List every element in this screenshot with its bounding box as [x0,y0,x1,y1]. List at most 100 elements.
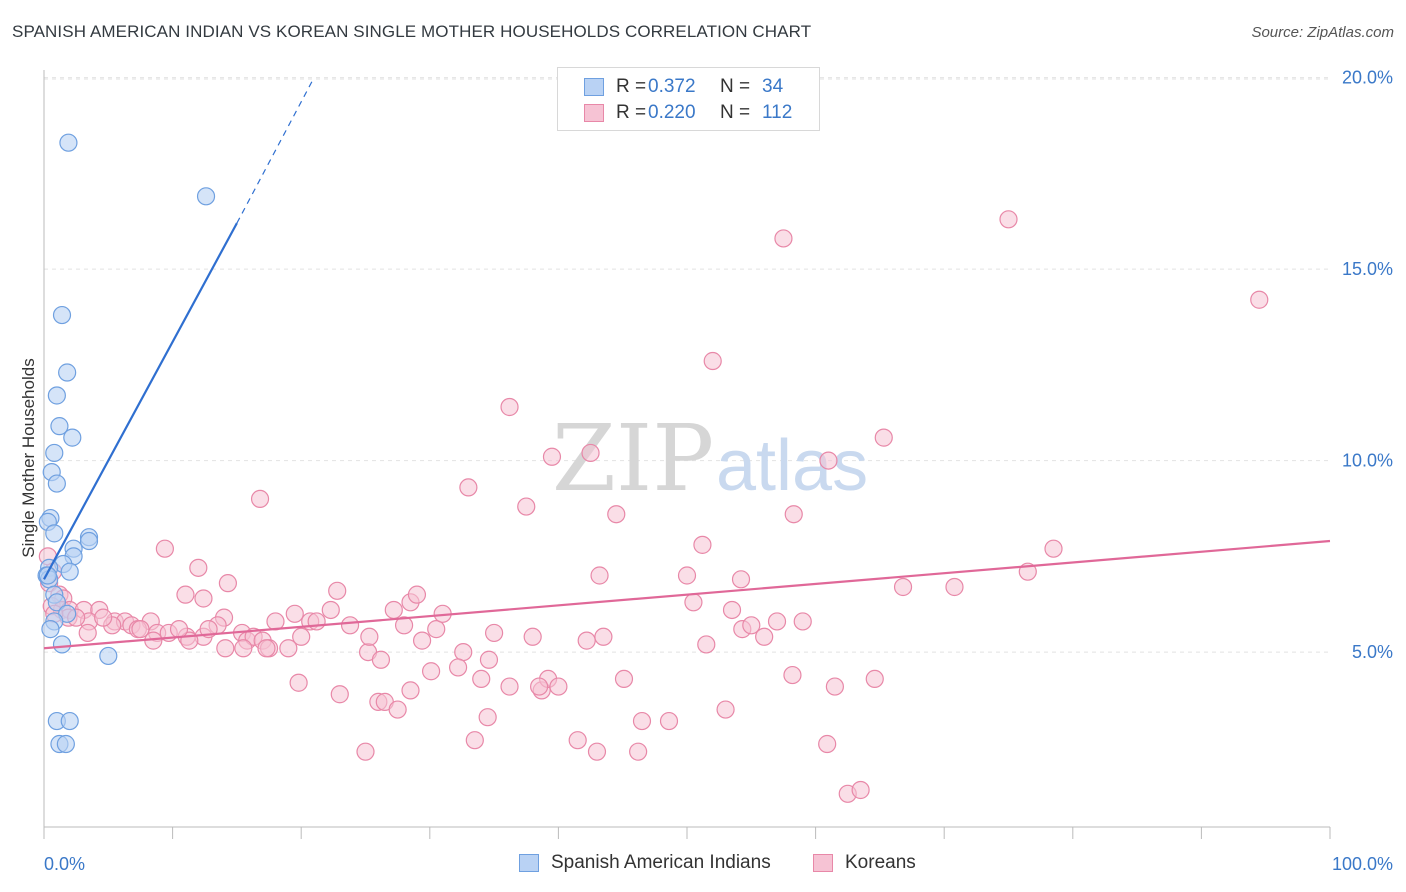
data-point-korean [485,623,504,643]
chart-title: SPANISH AMERICAN INDIAN VS KOREAN SINGLE… [12,22,812,41]
data-point-korean [587,742,607,761]
data-point-korean [412,631,432,650]
data-point-korean [783,665,802,685]
data-point-korean [176,585,195,604]
data-point-korean [659,711,679,731]
data-point-korean [388,700,407,719]
legend-item-koreans: Koreans [813,852,916,874]
data-point-spanish-american-indian [56,734,75,754]
data-point-korean [454,642,473,662]
data-point-spanish-american-indian [60,562,79,581]
data-point-korean [321,600,340,620]
data-point-spanish-american-indian [196,187,216,206]
data-point-korean [169,620,189,639]
legend-n-value: 34 [762,76,784,97]
data-point-spanish-american-indian [45,443,64,463]
legend-n-label: N = [720,102,751,123]
legend-r-label: R = [616,76,647,97]
data-point-korean [784,505,803,524]
data-point-korean [774,229,793,248]
data-point-spanish-american-indian [52,635,72,654]
legend-r-value: 0.220 [648,102,696,123]
data-point-spanish-american-indian [58,363,77,382]
data-point-korean [874,428,893,447]
data-point-korean [590,566,609,585]
data-point-spanish-american-indian [50,417,69,436]
legend-swatch-blue [584,78,604,96]
data-point-korean [459,478,478,497]
data-point-korean [851,780,870,800]
data-point-korean [330,685,349,704]
data-point-korean [767,612,787,631]
legend-swatch-pink [813,854,833,872]
y-tick-label: 10.0% [1342,451,1393,471]
data-point-korean [577,631,596,650]
data-point-korean [234,639,253,658]
data-point-korean [517,497,536,516]
legend-n-label: N = [720,76,751,97]
data-point-korean [594,627,613,646]
data-point-korean [722,600,742,620]
data-point-korean [216,639,235,658]
data-point-spanish-american-indian [45,524,64,543]
data-point-korean [218,574,237,593]
data-point-korean [865,669,884,689]
data-point-spanish-american-indian [41,620,60,639]
trend-line-spanish-american-indians [43,222,238,580]
data-point-korean [472,669,491,689]
data-point-korean [607,505,626,524]
data-point-korean [478,708,497,727]
data-point-korean [250,489,270,508]
watermark: ZIP atlas [552,405,868,512]
legend-row-spanish-american-indians: R = 0.372 N = 34 [584,74,783,100]
data-point-korean [999,210,1018,229]
data-point-korean [629,742,648,761]
grid-lines [44,77,1330,653]
tick-labels: 5.0% 10.0% 15.0% 20.0% 0.0% 100.0% [44,68,1393,874]
data-point-korean [500,677,519,696]
legend-swatch-blue [519,854,539,872]
data-point-korean [289,673,308,692]
data-point-korean [279,639,298,658]
data-point-korean [94,608,113,627]
data-point-korean [549,677,568,696]
data-point-korean [307,612,326,631]
korean-points [38,210,1269,803]
data-point-spanish-american-indian [63,428,82,447]
data-point-korean [356,742,375,761]
data-point-korean [1044,539,1063,558]
trend-lines [43,77,1331,650]
y-tick-label: 5.0% [1352,642,1393,662]
data-point-korean [716,700,735,719]
data-point-korean [189,558,208,577]
data-point-korean [819,451,838,470]
legend-item-spanish-american-indians: Spanish American Indians [519,852,771,874]
data-point-korean [677,566,697,585]
data-point-korean [793,612,812,631]
legend-label-koreans: Koreans [845,852,916,873]
data-point-korean [568,731,587,750]
trend-line-extension [236,77,315,224]
data-point-korean [893,577,913,597]
data-point-korean [731,570,751,589]
legend-row-koreans: R = 0.220 N = 112 [584,100,792,126]
data-point-korean [530,677,549,696]
data-point-korean [384,600,403,620]
data-point-spanish-american-indian [79,531,99,551]
legend-n-value: 112 [762,102,793,123]
data-point-korean [421,662,441,681]
y-axis-label: Single Mother Households [19,358,38,557]
data-point-korean [78,623,97,643]
data-point-korean [684,593,703,612]
data-point-korean [155,539,174,558]
data-point-spanish-american-indian [52,305,72,325]
data-point-spanish-american-indian [59,133,78,152]
trend-line-koreans [43,539,1331,650]
data-point-korean [401,681,420,700]
data-point-spanish-american-indian [99,646,118,666]
y-tick-label: 15.0% [1342,259,1393,279]
data-point-korean [703,351,722,371]
data-point-spanish-american-indian [60,711,79,731]
data-point-korean [465,731,484,750]
